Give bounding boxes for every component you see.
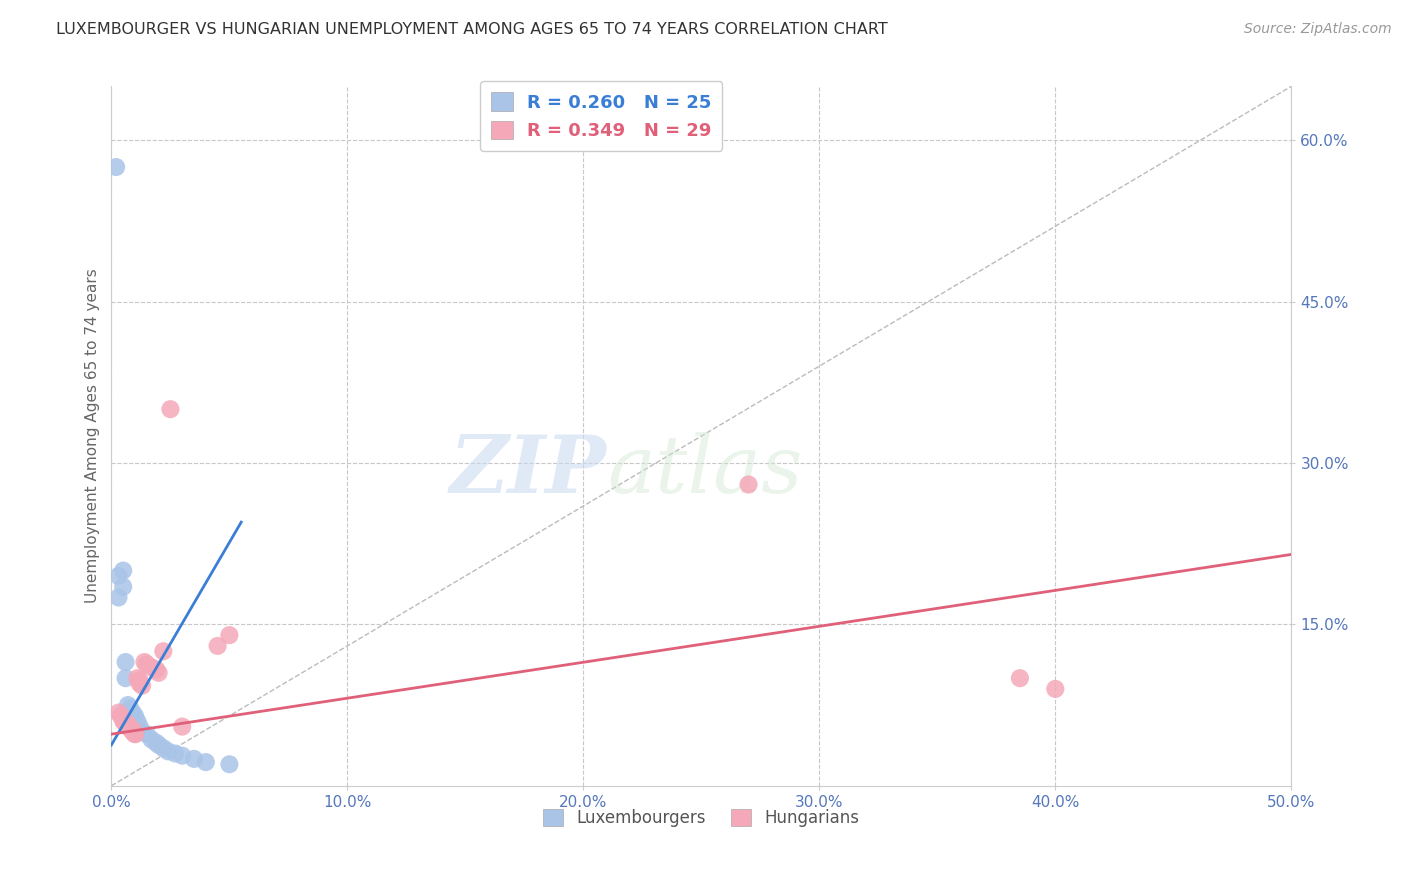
Point [1008, 671, 1031, 685]
Point [127, 671, 149, 685]
Point [218, 757, 240, 772]
Point [128, 720, 150, 734]
Point [114, 655, 136, 669]
Point [117, 720, 139, 734]
Point [121, 725, 143, 739]
Point [110, 709, 132, 723]
Point [121, 706, 143, 720]
Point [117, 698, 139, 712]
Text: Source: ZipAtlas.com: Source: ZipAtlas.com [1244, 22, 1392, 37]
Point [218, 628, 240, 642]
Point [117, 717, 139, 731]
Point [112, 714, 135, 729]
Point [112, 712, 135, 726]
Point [145, 736, 167, 750]
Point [148, 738, 170, 752]
Point [207, 639, 229, 653]
Point [120, 701, 142, 715]
Text: LUXEMBOURGER VS HUNGARIAN UNEMPLOYMENT AMONG AGES 65 TO 74 YEARS CORRELATION CHA: LUXEMBOURGER VS HUNGARIAN UNEMPLOYMENT A… [56, 22, 889, 37]
Y-axis label: Unemployment Among Ages 65 to 74 years: Unemployment Among Ages 65 to 74 years [86, 268, 100, 604]
Text: ZIP: ZIP [450, 433, 607, 510]
Point [183, 752, 205, 766]
Point [131, 679, 153, 693]
Point [131, 725, 153, 739]
Point [124, 709, 146, 723]
Point [165, 747, 187, 761]
Point [141, 732, 163, 747]
Point [152, 644, 174, 658]
Point [107, 706, 129, 720]
Text: atlas: atlas [607, 433, 803, 510]
Point [172, 748, 194, 763]
Point [114, 671, 136, 685]
Point [114, 716, 136, 731]
Point [127, 714, 149, 729]
Point [141, 660, 163, 674]
Point [737, 477, 759, 491]
Legend: Luxembourgers, Hungarians: Luxembourgers, Hungarians [537, 802, 866, 833]
Point [128, 676, 150, 690]
Point [128, 673, 150, 688]
Point [157, 744, 180, 758]
Point [194, 755, 217, 769]
Point [112, 564, 135, 578]
Point [152, 741, 174, 756]
Point [135, 657, 157, 672]
Point [124, 727, 146, 741]
Point [134, 655, 156, 669]
Point [105, 160, 128, 174]
Point [172, 720, 194, 734]
Point [148, 665, 170, 680]
Point [112, 580, 135, 594]
Point [1045, 681, 1067, 696]
Point [124, 727, 146, 741]
Point [159, 402, 181, 417]
Point [107, 569, 129, 583]
Point [135, 727, 157, 741]
Point [145, 663, 167, 677]
Point [120, 722, 142, 736]
Point [107, 591, 129, 605]
Point [121, 723, 143, 737]
